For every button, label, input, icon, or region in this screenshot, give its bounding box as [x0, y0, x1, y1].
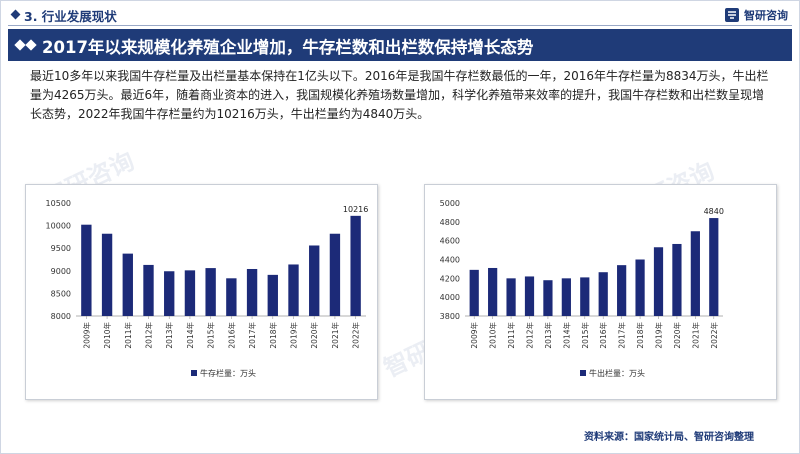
- top-bar: 3. 行业发展现状 智研咨询: [8, 5, 792, 25]
- source-note: 资料来源：国家统计局、智研咨询整理: [584, 432, 754, 443]
- header-divider: [8, 25, 792, 26]
- y-tick-label: 4400: [440, 256, 460, 265]
- x-tick-label: 2019年: [654, 322, 664, 349]
- x-tick-label: 2013年: [543, 322, 553, 349]
- x-tick-label: 2018年: [635, 322, 645, 349]
- x-tick-label: 2018年: [268, 322, 278, 349]
- x-tick-label: 2014年: [561, 322, 571, 349]
- legend-swatch: [580, 370, 586, 376]
- bar: [506, 278, 516, 316]
- x-tick-label: 2020年: [672, 322, 682, 349]
- bar: [524, 276, 535, 316]
- y-tick-label: 9000: [51, 267, 71, 276]
- bar: [122, 253, 133, 316]
- bar: [267, 274, 278, 316]
- chart-panel-right: 3800 4000 4200 4400 4600 4800 5000 2009年 2010年 20…: [424, 184, 777, 400]
- bar: [164, 271, 175, 316]
- x-tick-label: 2017年: [617, 322, 627, 349]
- diamond-bullet-icon: [10, 9, 21, 20]
- x-tick-label: 2022年: [351, 322, 361, 349]
- bar: [101, 233, 113, 316]
- x-tick-label: 2021年: [330, 322, 340, 349]
- x-tick-label: 2016年: [598, 322, 608, 349]
- section-title: 3. 行业发展现状: [24, 9, 117, 24]
- y-tick-label: 3800: [440, 312, 460, 321]
- bar: [205, 268, 216, 316]
- y-tick-label: 4000: [440, 293, 460, 302]
- x-tick-label: 2014年: [185, 322, 195, 349]
- y-tick-label: 4800: [440, 218, 460, 227]
- y-tick-label: 8500: [51, 289, 71, 298]
- data-label: 10216: [343, 205, 368, 214]
- x-tick-label: 2022年: [709, 322, 719, 349]
- bar: [329, 233, 341, 316]
- x-tick-label: 2009年: [81, 322, 91, 349]
- x-tick-label: 2020年: [309, 322, 319, 349]
- bar: [672, 243, 682, 316]
- y-tick-label: 4600: [440, 237, 460, 246]
- x-tick-label: 2011年: [506, 322, 516, 349]
- bar: [184, 270, 196, 316]
- bar: [690, 231, 700, 316]
- bar: [226, 278, 237, 316]
- x-tick-label: 2019年: [289, 322, 299, 349]
- bar: [469, 269, 479, 316]
- bar: [81, 224, 92, 316]
- bar: [561, 278, 571, 316]
- y-tick-label: 8000: [51, 312, 71, 321]
- data-label: 4840: [704, 207, 724, 216]
- x-tick-label: 2012年: [144, 322, 154, 349]
- bar: [617, 265, 627, 316]
- x-tick-label: 2016年: [226, 322, 236, 349]
- x-tick-label: 2015年: [206, 322, 216, 349]
- x-tick-label: 2011年: [123, 322, 133, 349]
- bar: [543, 280, 553, 316]
- x-tick-label: 2010年: [102, 322, 112, 349]
- y-tick-label: 5000: [440, 199, 460, 208]
- bar: [246, 268, 258, 316]
- x-tick-label: 2021年: [690, 322, 700, 349]
- banner-diamonds-icon: [14, 39, 40, 51]
- bar: [350, 215, 361, 316]
- bar: [488, 267, 498, 316]
- bar: [309, 245, 320, 316]
- y-tick-label: 4200: [440, 274, 460, 283]
- brand-logo: 智研咨询: [724, 6, 788, 24]
- bar: [580, 277, 590, 316]
- bar: [288, 264, 299, 316]
- bar: [635, 259, 645, 316]
- bar: [598, 272, 608, 316]
- chart-panel-left: 8000 8500 9000 9500 10000 10500 2009年 2010年 2011…: [25, 184, 378, 400]
- bar: [709, 218, 719, 316]
- legend-label: 牛存栏量：万头: [200, 368, 256, 378]
- x-tick-label: 2017年: [247, 322, 257, 349]
- chart-cattle-slaughter: 3800 4000 4200 4400 4600 4800 5000 2009年 2010年 20…: [440, 199, 724, 378]
- logo-mark-icon: [725, 8, 739, 22]
- y-tick-label: 10000: [46, 222, 71, 231]
- y-tick-label: 9500: [51, 244, 71, 253]
- logo-text: 智研咨询: [744, 9, 788, 22]
- bar: [143, 264, 154, 316]
- x-tick-label: 2013年: [164, 322, 174, 349]
- x-tick-label: 2012年: [525, 322, 535, 349]
- bar: [653, 247, 664, 316]
- chart-cattle-stock: 8000 8500 9000 9500 10000 10500 2009年 2010年 2011…: [46, 199, 369, 378]
- intro-paragraph: 最近10多年以来我国牛存栏量及出栏量基本保持在1亿头以下。2016年是我国牛存栏…: [30, 69, 769, 121]
- legend-label: 牛出栏量：万头: [589, 368, 645, 378]
- legend-swatch: [191, 370, 197, 376]
- x-tick-label: 2015年: [580, 322, 590, 349]
- y-tick-label: 10500: [46, 199, 71, 208]
- banner-title: 2017年以来规模化养殖企业增加，牛存栏数和出栏数保持增长态势: [42, 38, 534, 57]
- title-banner: 2017年以来规模化养殖企业增加，牛存栏数和出栏数保持增长态势: [8, 29, 792, 61]
- x-tick-label: 2009年: [469, 322, 479, 349]
- x-tick-label: 2010年: [488, 322, 498, 349]
